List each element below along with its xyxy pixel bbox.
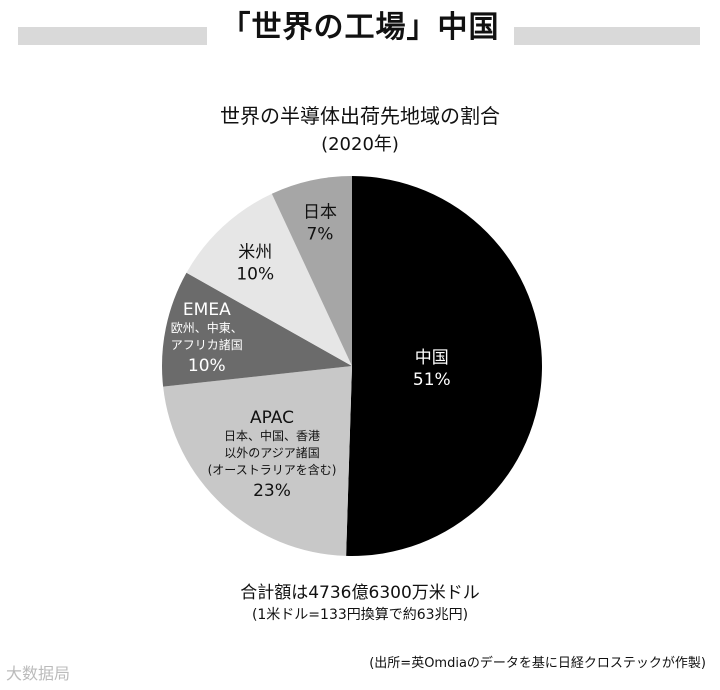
slice-label-3-name: 米州 [238,242,272,262]
slice-label-4-value: 7% [306,224,333,244]
pie-slice-0 [346,176,542,556]
total-conversion-note: (1米ドル=133円換算で約63兆円) [251,607,469,623]
pie-slice-1 [163,366,352,556]
watermark: 大数据局 [6,664,71,683]
pie-slice-4 [271,176,352,366]
slice-label-1-name: APAC [250,408,294,428]
slice-label-1-value: 23% [253,481,291,501]
slice-label-1-detail-0: 日本、中国、香港 [224,428,320,443]
slice-label-3-value: 10% [236,264,274,284]
slice-label-1-detail-1: 以外のアジア諸国 [224,445,320,460]
total-amount: 合計額は4736億6300万米ドル [240,583,480,603]
slice-label-0-value: 51% [413,370,451,390]
pie-slice-3 [186,193,352,366]
page-title-text: 「世界の工場」中国 [206,10,514,45]
source-note: (出所=英Omdiaのデータを基に日経クロステックが作製) [369,656,706,671]
slice-label-4-name: 日本 [303,202,337,222]
chart-title: 世界の半導体出荷先地域の割合 [220,104,500,128]
slice-label-1-detail-2: (オーストラリアを含む) [208,462,337,477]
page-title: 「世界の工場」中国 [0,2,720,46]
chart-subtitle: (2020年) [321,134,399,155]
slice-label-2-value: 10% [188,356,226,376]
pie-slice-2 [162,272,352,387]
slice-label-2-name: EMEA [183,300,231,320]
slice-label-0-name: 中国 [415,348,449,368]
slice-label-2-detail-1: アフリカ諸国 [171,337,243,352]
slice-label-2-detail-0: 欧州、中東、 [171,320,243,335]
